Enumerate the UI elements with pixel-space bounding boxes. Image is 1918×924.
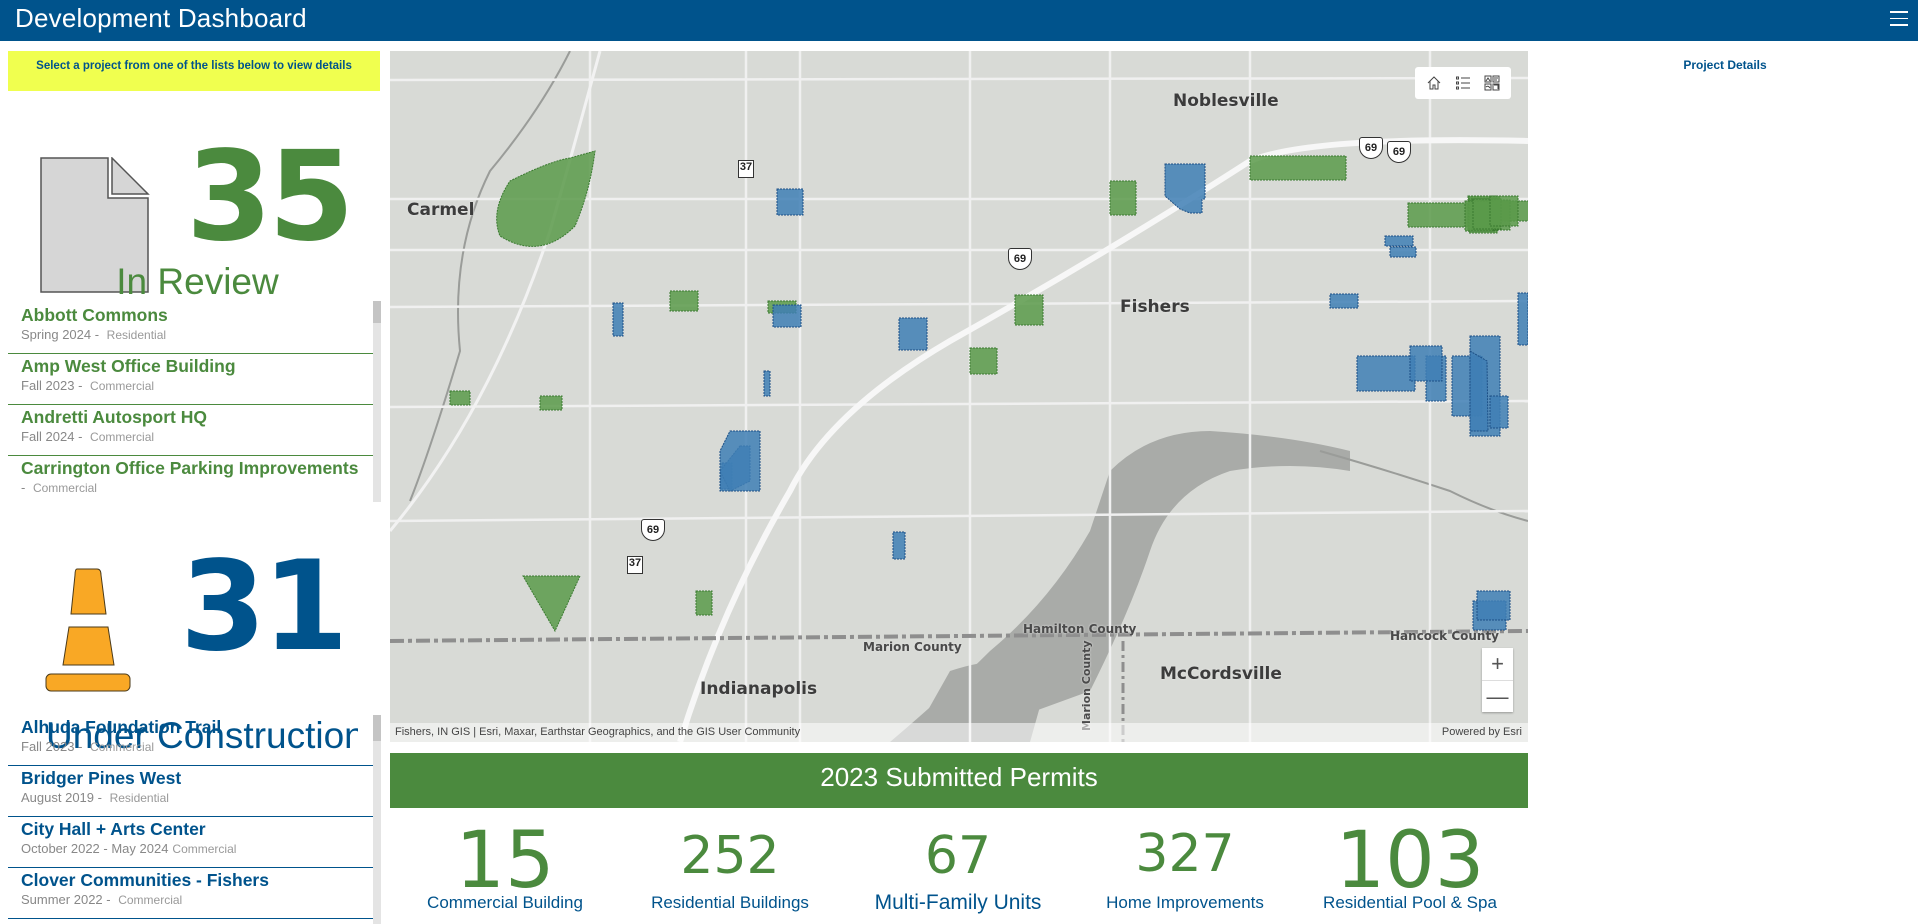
- stat-value: 103: [1335, 816, 1485, 906]
- map-attribution: Fishers, IN GIS | Esri, Maxar, Earthstar…: [390, 723, 1528, 742]
- project-date: Spring 2024 -: [21, 327, 103, 342]
- in-review-label: In Review: [116, 261, 279, 302]
- stat-value: 67: [924, 826, 992, 886]
- map-label-hancock-county: Hancock County: [1390, 629, 1500, 643]
- in-review-count: 35: [186, 125, 355, 269]
- project-name: Carrington Office Parking Improvements: [21, 458, 359, 478]
- map-label-mccordsville: McCordsville: [1160, 664, 1282, 684]
- powered-by-esri[interactable]: Powered by Esri: [1441, 726, 1522, 738]
- legend-list-icon[interactable]: [1452, 72, 1474, 94]
- project-date: -: [21, 480, 29, 495]
- project-name: Andretti Autosport HQ: [21, 407, 207, 427]
- map-view[interactable]: 37 37 69 69 69 69 Carmel Noblesville Fis…: [390, 51, 1528, 742]
- map-label-carmel: Carmel: [407, 200, 475, 220]
- map-label-fishers: Fishers: [1120, 297, 1190, 317]
- map-label-indianapolis: Indianapolis: [700, 679, 818, 699]
- under-construction-label: Under Construction: [46, 715, 358, 756]
- left-panel: Select a project from one of the lists b…: [0, 41, 385, 924]
- under-construction-indicator: 31 Under Construction: [0, 511, 385, 761]
- permits-title-bar: 2023 Submitted Permits: [390, 753, 1528, 808]
- project-category: Residential: [109, 791, 169, 805]
- interstate-69-shield: 69: [1387, 141, 1411, 163]
- zoom-control: + —: [1482, 648, 1513, 712]
- project-category: Residential: [106, 328, 167, 342]
- stat-label: Multi-Family Units: [874, 891, 1042, 914]
- project-category: Commercial: [90, 740, 155, 754]
- stat-label: Residential Buildings: [651, 893, 809, 912]
- map-label-marion-county-vertical: Marion County: [1080, 640, 1093, 731]
- document-icon: [40, 157, 150, 293]
- project-date: Fall 2023 -: [21, 739, 87, 754]
- stat-value: 327: [1135, 824, 1235, 884]
- stat-value: 252: [680, 826, 780, 886]
- project-date: Fall 2023 -: [21, 378, 87, 393]
- list-item[interactable]: Clover Communities - Fishers Summer 2022…: [8, 868, 380, 919]
- project-date: August 2019 -: [21, 790, 106, 805]
- app-header: Development Dashboard: [0, 0, 1918, 41]
- interstate-69-shield: 69: [641, 519, 665, 541]
- project-name: Amp West Office Building: [21, 356, 236, 376]
- interstate-69-shield: 69: [1008, 248, 1032, 270]
- in-review-scrollbar[interactable]: [373, 301, 381, 502]
- route-37-shield: 37: [738, 160, 754, 178]
- instruction-banner: Select a project from one of the lists b…: [8, 51, 380, 91]
- under-construction-list: Alhuda Foundation Trail Fall 2023 - Comm…: [8, 715, 380, 924]
- project-name: City Hall + Arts Center: [21, 819, 206, 839]
- permits-stats: 15 Commercial Building 252 Residential B…: [390, 808, 1528, 924]
- project-category: Commercial: [172, 842, 237, 856]
- zoom-in-button[interactable]: +: [1491, 651, 1504, 676]
- map-label-hamilton-county: Hamilton County: [1023, 622, 1137, 636]
- in-review-list: Abbott Commons Spring 2024 - Residential…: [8, 303, 380, 507]
- attribution-text: Fishers, IN GIS | Esri, Maxar, Earthstar…: [395, 726, 801, 738]
- under-construction-scrollbar[interactable]: [373, 715, 381, 924]
- list-item[interactable]: City Hall + Arts Center October 2022 - M…: [8, 817, 380, 868]
- stat-value: 15: [455, 816, 555, 906]
- project-category: Commercial: [90, 379, 155, 393]
- list-item[interactable]: Abbott Commons Spring 2024 - Residential: [8, 303, 380, 354]
- basemap-gallery-icon[interactable]: [1481, 72, 1503, 94]
- project-name: Abbott Commons: [21, 305, 168, 325]
- project-category: Commercial: [32, 481, 97, 495]
- stat-label: Home Improvements: [1106, 893, 1264, 912]
- traffic-cone-icon: [45, 568, 131, 692]
- list-item[interactable]: Amp West Office Building Fall 2023 - Com…: [8, 354, 380, 405]
- project-name: Alhuda Foundation Trail: [21, 717, 222, 737]
- list-item[interactable]: Alhuda Foundation Trail Fall 2023 - Comm…: [8, 715, 380, 766]
- project-name: Bridger Pines West: [21, 768, 182, 788]
- in-review-indicator: 35 In Review: [0, 107, 385, 307]
- project-category: Commercial: [118, 893, 183, 907]
- interstate-69-shield: 69: [1359, 137, 1383, 159]
- project-details-title: Project Details: [1683, 58, 1767, 72]
- project-category: Commercial: [90, 430, 155, 444]
- app-title: Development Dashboard: [15, 3, 307, 33]
- map-label-noblesville: Noblesville: [1173, 91, 1279, 111]
- list-item[interactable]: Andretti Autosport HQ Fall 2024 - Commer…: [8, 405, 380, 456]
- map-toolbar: [1415, 67, 1511, 99]
- stat-label: Residential Pool & Spa: [1323, 893, 1497, 912]
- under-construction-count: 31: [180, 535, 349, 679]
- basemap: [390, 51, 1528, 742]
- project-date: Summer 2022 -: [21, 892, 115, 907]
- stat-label: Commercial Building: [427, 893, 583, 912]
- zoom-out-button[interactable]: —: [1482, 680, 1513, 712]
- list-item[interactable]: Carrington Office Parking Improvements -…: [8, 456, 380, 507]
- map-label-marion-county: Marion County: [863, 640, 962, 654]
- project-date: Fall 2024 -: [21, 429, 87, 444]
- list-item[interactable]: Bridger Pines West August 2019 - Residen…: [8, 766, 380, 817]
- project-name: Clover Communities - Fishers: [21, 870, 269, 890]
- route-37-shield: 37: [627, 556, 643, 574]
- home-icon[interactable]: [1423, 72, 1445, 94]
- project-date: October 2022 - May 2024: [21, 841, 169, 856]
- hamburger-menu-icon[interactable]: [1890, 11, 1908, 27]
